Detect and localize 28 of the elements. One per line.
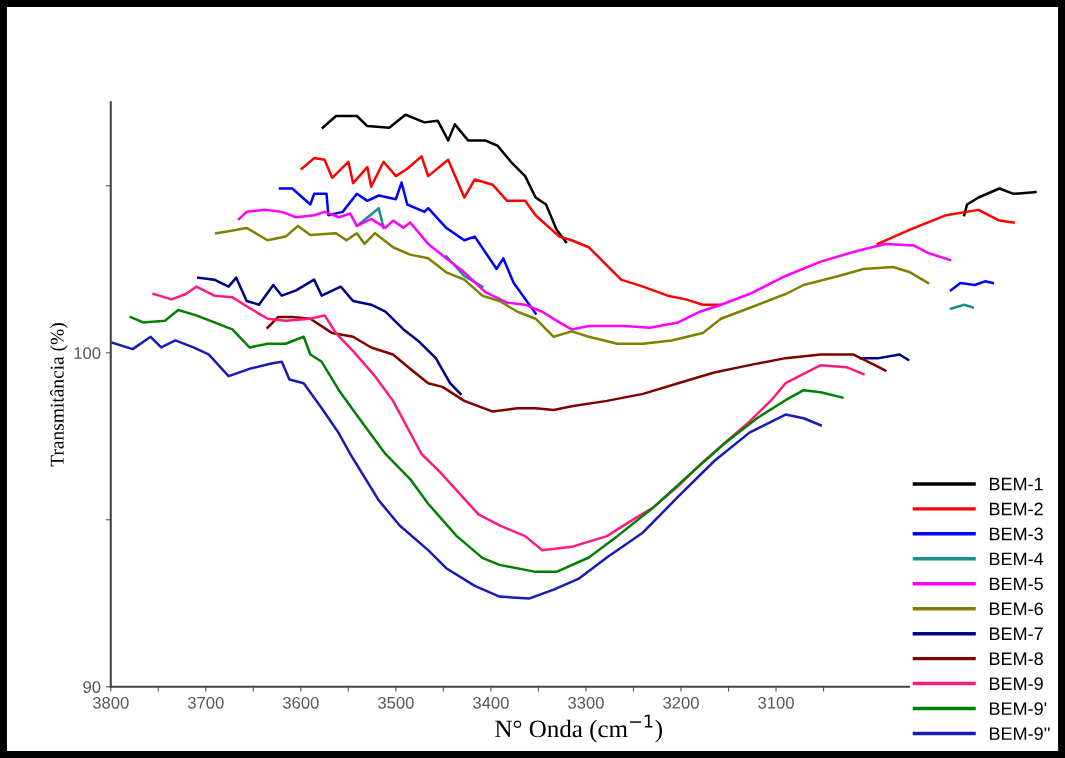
legend-label: BEM-5 [989,577,1043,591]
legend-label: BEM-7 [989,627,1043,640]
x-tick-label: 3300 [568,696,604,709]
line-series [129,308,844,574]
y-tick-label: 100 [74,347,101,359]
x-tick-label: 3400 [473,696,509,709]
legend-label: BEM-6 [989,602,1043,616]
legend-label: BEM-9 [989,677,1043,691]
line-series [110,335,822,600]
x-tick-label: 3600 [282,696,319,709]
line-series [266,315,887,413]
legend-label: BEM-8 [989,652,1043,666]
y-tick-label: 90 [83,681,101,693]
x-tick-label: 3200 [663,696,699,709]
legend-label: BEM-9' [989,702,1047,716]
x-tick-label: 3500 [377,696,414,709]
x-tick-label: 3800 [92,696,129,709]
line-series [237,208,952,331]
y-axis-title: Transmitância (%) [50,323,68,467]
legend-label: BEM-1 [989,477,1043,491]
legend-label: BEM-3 [989,527,1043,541]
x-tick-label: 3100 [758,696,794,709]
x-axis-title: N° Onda (cm$^{−1}$) [495,714,662,743]
legend-label: BEM-9'' [989,727,1050,740]
line-series [215,224,930,346]
legend-label: BEM-4 [989,552,1044,566]
legend-label: BEM-2 [989,502,1043,516]
x-tick-label: 3700 [187,696,224,709]
